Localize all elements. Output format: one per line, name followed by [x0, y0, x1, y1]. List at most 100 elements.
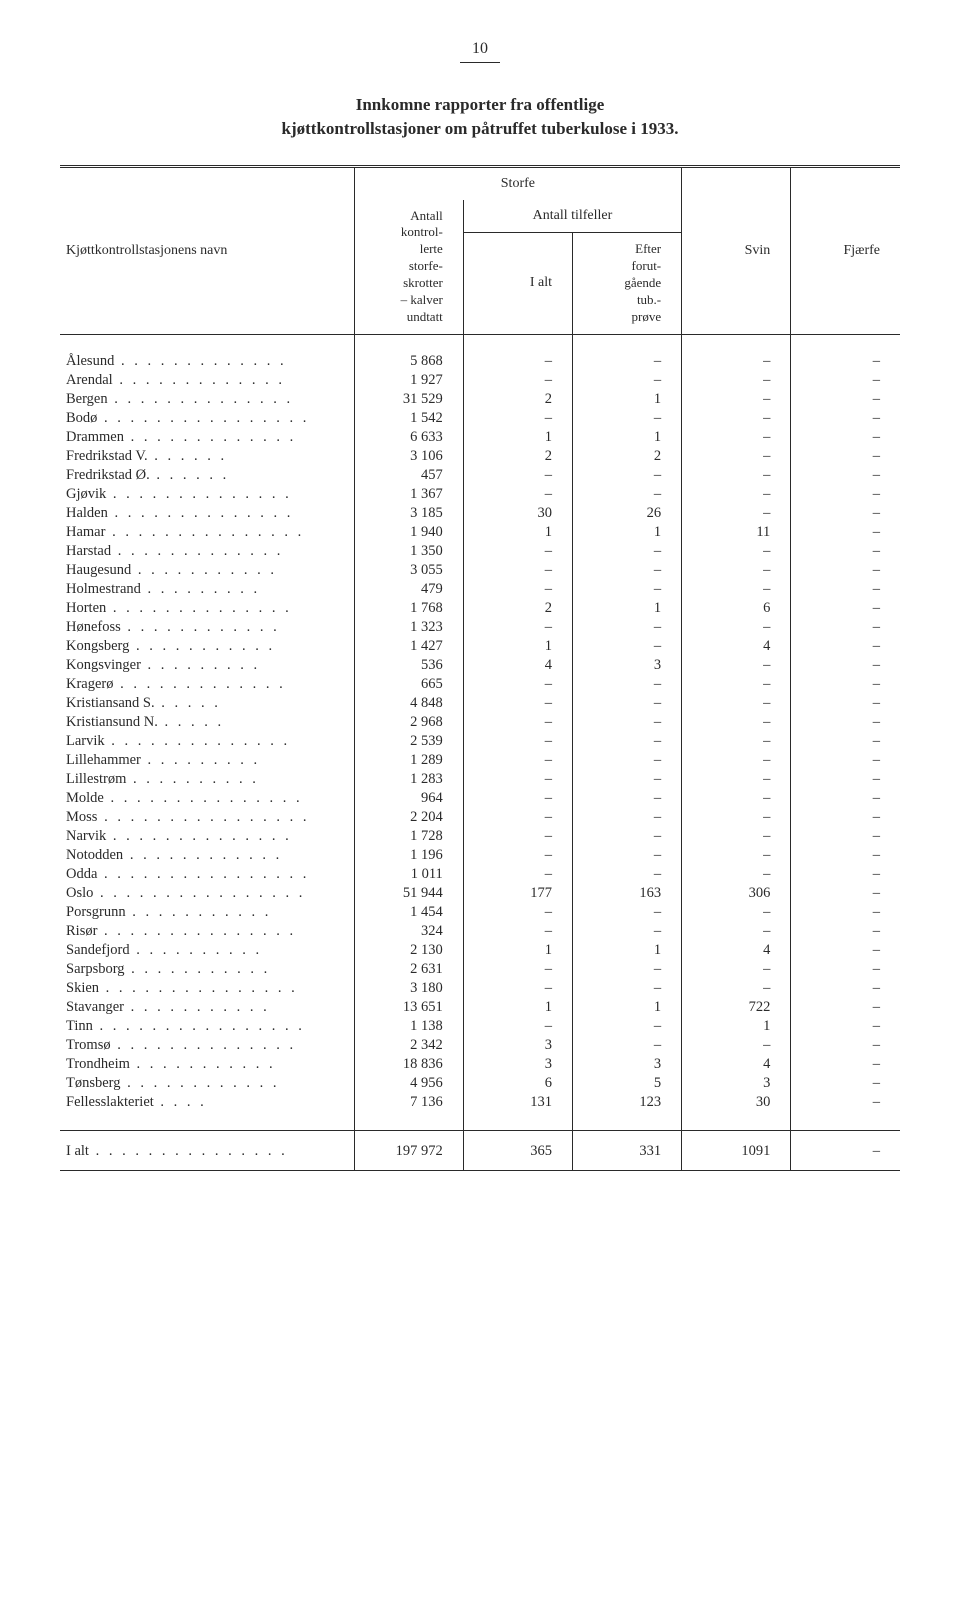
- header-efter: Efterforut-gåendetub.-prøve: [572, 232, 681, 334]
- cell-efter: 1: [572, 523, 681, 542]
- cell-ialt: –: [463, 466, 572, 485]
- table-container: Kjøttkontrollstasjonens navn Storfe Svin…: [60, 165, 900, 1171]
- cell-efter: 26: [572, 504, 681, 523]
- cell-antall: 457: [354, 466, 463, 485]
- cell-ialt: 6: [463, 1074, 572, 1093]
- cell-ialt: –: [463, 808, 572, 827]
- cell-name: Trondheim . . . . . . . . . . .: [60, 1055, 354, 1074]
- cell-fjaerfe: –: [791, 1093, 900, 1112]
- cell-antall: 51 944: [354, 884, 463, 903]
- cell-ialt: –: [463, 713, 572, 732]
- cell-name: Kongsberg . . . . . . . . . . .: [60, 637, 354, 656]
- cell-efter: –: [572, 789, 681, 808]
- cell-antall: 1 542: [354, 409, 463, 428]
- cell-antall: 1 768: [354, 599, 463, 618]
- cell-ialt: –: [463, 732, 572, 751]
- table-row: Hønefoss . . . . . . . . . . . .1 323–––…: [60, 618, 900, 637]
- cell-efter: 1: [572, 941, 681, 960]
- cell-svin: –: [682, 542, 791, 561]
- cell-name: Harstad . . . . . . . . . . . . .: [60, 542, 354, 561]
- cell-ialt: 1: [463, 428, 572, 447]
- cell-fjaerfe: –: [791, 998, 900, 1017]
- cell-svin: –: [682, 713, 791, 732]
- table-row: Holmestrand . . . . . . . . .479––––: [60, 580, 900, 599]
- table-row: Moss . . . . . . . . . . . . . . . .2 20…: [60, 808, 900, 827]
- table-row: Ålesund . . . . . . . . . . . . .5 868––…: [60, 352, 900, 371]
- cell-svin: –: [682, 808, 791, 827]
- table-row: Sandefjord . . . . . . . . . .2 130114–: [60, 941, 900, 960]
- table-row: Molde . . . . . . . . . . . . . . .964––…: [60, 789, 900, 808]
- cell-efter: –: [572, 922, 681, 941]
- table-row: Gjøvik . . . . . . . . . . . . . .1 367–…: [60, 485, 900, 504]
- total-fjaerfe: –: [791, 1130, 900, 1170]
- cell-ialt: –: [463, 903, 572, 922]
- cell-ialt: 177: [463, 884, 572, 903]
- title-line1: Innkomne rapporter fra offentlige: [356, 95, 605, 114]
- cell-name: Horten . . . . . . . . . . . . . .: [60, 599, 354, 618]
- cell-fjaerfe: –: [791, 675, 900, 694]
- table-row: Kragerø . . . . . . . . . . . . .665––––: [60, 675, 900, 694]
- cell-antall: 1 728: [354, 827, 463, 846]
- cell-svin: 306: [682, 884, 791, 903]
- cell-antall: 1 454: [354, 903, 463, 922]
- cell-ialt: –: [463, 865, 572, 884]
- table-row: Kristiansund N. . . . . .2 968––––: [60, 713, 900, 732]
- table-row: Kristiansand S. . . . . .4 848––––: [60, 694, 900, 713]
- total-antall: 197 972: [354, 1130, 463, 1170]
- cell-name: Bodø . . . . . . . . . . . . . . . .: [60, 409, 354, 428]
- table-row: Fellesslakteriet . . . .7 13613112330–: [60, 1093, 900, 1112]
- cell-antall: 7 136: [354, 1093, 463, 1112]
- table-row: Horten . . . . . . . . . . . . . .1 7682…: [60, 599, 900, 618]
- cell-svin: –: [682, 371, 791, 390]
- cell-svin: –: [682, 865, 791, 884]
- cell-ialt: –: [463, 789, 572, 808]
- cell-name: Haugesund . . . . . . . . . . .: [60, 561, 354, 580]
- cell-name: Bergen . . . . . . . . . . . . . .: [60, 390, 354, 409]
- cell-fjaerfe: –: [791, 751, 900, 770]
- cell-fjaerfe: –: [791, 979, 900, 998]
- cell-fjaerfe: –: [791, 561, 900, 580]
- cell-svin: –: [682, 352, 791, 371]
- table-row: Sarpsborg . . . . . . . . . . .2 631––––: [60, 960, 900, 979]
- cell-svin: 4: [682, 941, 791, 960]
- cell-svin: 722: [682, 998, 791, 1017]
- cell-efter: –: [572, 827, 681, 846]
- cell-efter: –: [572, 770, 681, 789]
- cell-fjaerfe: –: [791, 846, 900, 865]
- cell-ialt: 1: [463, 941, 572, 960]
- cell-antall: 1 323: [354, 618, 463, 637]
- cell-ialt: –: [463, 542, 572, 561]
- cell-name: Kongsvinger . . . . . . . . .: [60, 656, 354, 675]
- cell-name: Tinn . . . . . . . . . . . . . . . .: [60, 1017, 354, 1036]
- cell-svin: –: [682, 770, 791, 789]
- cell-fjaerfe: –: [791, 466, 900, 485]
- cell-ialt: –: [463, 922, 572, 941]
- cell-svin: –: [682, 789, 791, 808]
- cell-svin: –: [682, 428, 791, 447]
- cell-fjaerfe: –: [791, 903, 900, 922]
- cell-efter: –: [572, 637, 681, 656]
- cell-name: Oslo . . . . . . . . . . . . . . . .: [60, 884, 354, 903]
- cell-svin: –: [682, 656, 791, 675]
- cell-name: Tromsø . . . . . . . . . . . . . .: [60, 1036, 354, 1055]
- cell-efter: –: [572, 352, 681, 371]
- cell-efter: –: [572, 542, 681, 561]
- cell-ialt: –: [463, 618, 572, 637]
- cell-name: Odda . . . . . . . . . . . . . . . .: [60, 865, 354, 884]
- cell-name: Drammen . . . . . . . . . . . . .: [60, 428, 354, 447]
- cell-antall: 18 836: [354, 1055, 463, 1074]
- cell-antall: 1 289: [354, 751, 463, 770]
- cell-antall: 3 180: [354, 979, 463, 998]
- cell-antall: 6 633: [354, 428, 463, 447]
- cell-antall: 2 204: [354, 808, 463, 827]
- cell-efter: 1: [572, 428, 681, 447]
- cell-name: Halden . . . . . . . . . . . . . .: [60, 504, 354, 523]
- cell-fjaerfe: –: [791, 922, 900, 941]
- cell-efter: –: [572, 409, 681, 428]
- cell-efter: –: [572, 808, 681, 827]
- cell-svin: –: [682, 618, 791, 637]
- cell-name: Notodden . . . . . . . . . . . .: [60, 846, 354, 865]
- cell-ialt: –: [463, 580, 572, 599]
- cell-ialt: 1: [463, 998, 572, 1017]
- table-row: Bergen . . . . . . . . . . . . . .31 529…: [60, 390, 900, 409]
